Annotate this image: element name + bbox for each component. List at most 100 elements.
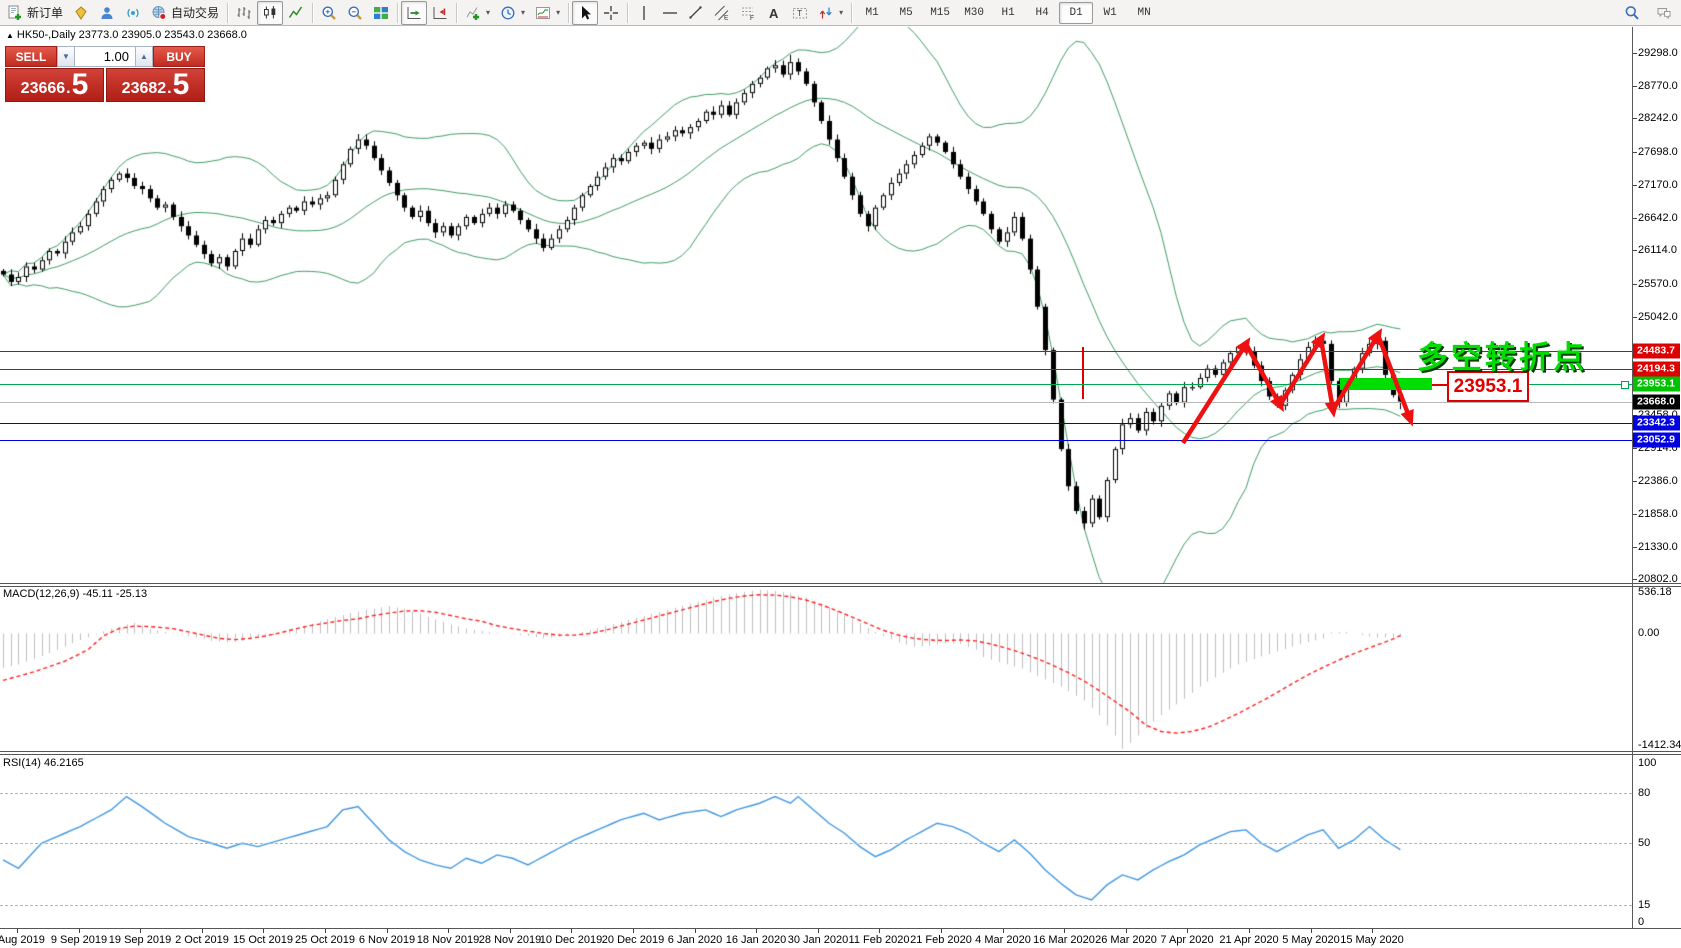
- price-badge: 24194.3: [1633, 361, 1680, 377]
- rsi-bottom-border: [0, 928, 1681, 929]
- date-tick-mark: [1003, 929, 1004, 933]
- date-tick-mark: [941, 929, 942, 933]
- date-tick-mark: [633, 929, 634, 933]
- price-tick-label: 27698.0: [1638, 146, 1678, 158]
- collapse-quote-icon[interactable]: ▲: [6, 31, 14, 40]
- price-badge: 23052.9: [1633, 432, 1680, 448]
- price-level-line[interactable]: [0, 384, 1632, 385]
- main-macd-separator[interactable]: [0, 583, 1681, 587]
- rsi-level-line: [0, 793, 1632, 794]
- date-tick-mark: [695, 929, 696, 933]
- one-click-trading-panel: SELL ▼ 1.00 ▲ BUY 23666. 5 23682. 5: [5, 46, 205, 102]
- rsi-indicator-label: RSI(14) 46.2165: [3, 757, 84, 769]
- sell-price-box[interactable]: 23666. 5: [5, 68, 104, 102]
- price-tick-mark: [1633, 284, 1637, 285]
- date-tick-mark: [202, 929, 203, 933]
- date-tick-mark: [1311, 929, 1312, 933]
- price-tick-mark: [1633, 547, 1637, 548]
- macd-rsi-separator[interactable]: [0, 751, 1681, 755]
- buy-price-pips: 5: [172, 68, 190, 101]
- buy-price-dot: .: [167, 80, 172, 97]
- green-line-endpoint-marker[interactable]: [1621, 381, 1629, 389]
- rsi-level-line: [0, 843, 1632, 844]
- price-badge: 23953.1: [1633, 376, 1680, 392]
- sell-button[interactable]: SELL: [5, 46, 57, 67]
- date-label: 26 Mar 2020: [1095, 934, 1157, 946]
- price-level-line[interactable]: [0, 440, 1632, 441]
- price-tick-mark: [1633, 218, 1637, 219]
- rsi-axis-label: 15: [1638, 899, 1651, 911]
- volume-increase-button[interactable]: ▲: [135, 46, 153, 67]
- date-label: 28 Nov 2019: [478, 934, 542, 946]
- price-tick-label: 22386.0: [1638, 475, 1678, 487]
- date-label: 15 Oct 2019: [233, 934, 293, 946]
- date-label: 11 Feb 2020: [848, 934, 910, 946]
- buy-button[interactable]: BUY: [153, 46, 205, 67]
- price-tick-mark: [1633, 53, 1637, 54]
- sell-price-dot: .: [66, 80, 71, 97]
- date-label: 16 Mar 2020: [1033, 934, 1095, 946]
- date-label: 5 May 2020: [1282, 934, 1340, 946]
- price-tick-label: 25570.0: [1638, 278, 1678, 290]
- buy-price: 23682: [121, 80, 167, 97]
- date-label: 2 Oct 2019: [175, 934, 229, 946]
- bull-bear-turning-point-note[interactable]: 多空转折点: [1417, 340, 1587, 375]
- date-tick-mark: [1249, 929, 1250, 933]
- date-tick-mark: [263, 929, 264, 933]
- volume-decrease-button[interactable]: ▼: [57, 46, 75, 67]
- rsi-axis-label: 80: [1638, 787, 1651, 799]
- price-tick-mark: [1633, 185, 1637, 186]
- price-tick-mark: [1633, 514, 1637, 515]
- rsi-axis-label: 0: [1638, 916, 1645, 928]
- price-tick-mark: [1633, 317, 1637, 318]
- price-level-line[interactable]: [0, 423, 1632, 424]
- price-tick-mark: [1633, 152, 1637, 153]
- date-tick-mark: [571, 929, 572, 933]
- price-level-line[interactable]: [0, 402, 1632, 403]
- macd-axis-label: -1412.34: [1638, 739, 1681, 751]
- date-tick-mark: [17, 929, 18, 933]
- date-label: 16 Jan 2020: [725, 934, 787, 946]
- sell-price: 23666: [20, 80, 66, 97]
- date-tick-mark: [448, 929, 449, 933]
- green-highlight-bar[interactable]: [1340, 378, 1432, 390]
- price-tick-label: 27170.0: [1638, 179, 1678, 191]
- date-label: 21 Apr 2020: [1219, 934, 1279, 946]
- price-tick-label: 29298.0: [1638, 47, 1678, 59]
- date-label: 6 Jan 2020: [667, 934, 723, 946]
- price-tick-label: 21858.0: [1638, 508, 1678, 520]
- sell-price-pips: 5: [71, 68, 89, 101]
- rsi-level-line: [0, 905, 1632, 906]
- price-level-callout[interactable]: 23953.1: [1447, 371, 1529, 402]
- macd-indicator-label: MACD(12,26,9) -45.11 -25.13: [3, 588, 148, 600]
- level-box-pointer: [1432, 384, 1447, 386]
- date-label: 4 Mar 2020: [975, 934, 1031, 946]
- buy-price-box[interactable]: 23682. 5: [106, 68, 205, 102]
- price-badge: 24483.7: [1633, 343, 1680, 359]
- price-tick-label: 26642.0: [1638, 212, 1678, 224]
- date-tick-mark: [1126, 929, 1127, 933]
- date-tick-mark: [79, 929, 80, 933]
- date-label: 18 Nov 2019: [416, 934, 480, 946]
- red-vertical-segment[interactable]: [1082, 347, 1084, 399]
- price-level-line[interactable]: [0, 369, 1632, 370]
- price-axis-border: [1632, 27, 1633, 929]
- date-label: 19 Sep 2019: [108, 934, 172, 946]
- date-label: 10 Dec 2019: [539, 934, 603, 946]
- price-tick-label: 28242.0: [1638, 112, 1678, 124]
- date-label: 8 Aug 2019: [0, 934, 45, 946]
- volume-input[interactable]: 1.00: [75, 46, 135, 67]
- price-tick-mark: [1633, 579, 1637, 580]
- macd-axis-label: 536.18: [1638, 586, 1672, 598]
- date-tick-mark: [387, 929, 388, 933]
- date-tick-mark: [1064, 929, 1065, 933]
- price-tick-mark: [1633, 86, 1637, 87]
- date-tick-mark: [1372, 929, 1373, 933]
- price-level-line[interactable]: [0, 351, 1632, 352]
- price-badge: 23342.3: [1633, 415, 1680, 431]
- date-tick-mark: [140, 929, 141, 933]
- price-tick-label: 25042.0: [1638, 311, 1678, 323]
